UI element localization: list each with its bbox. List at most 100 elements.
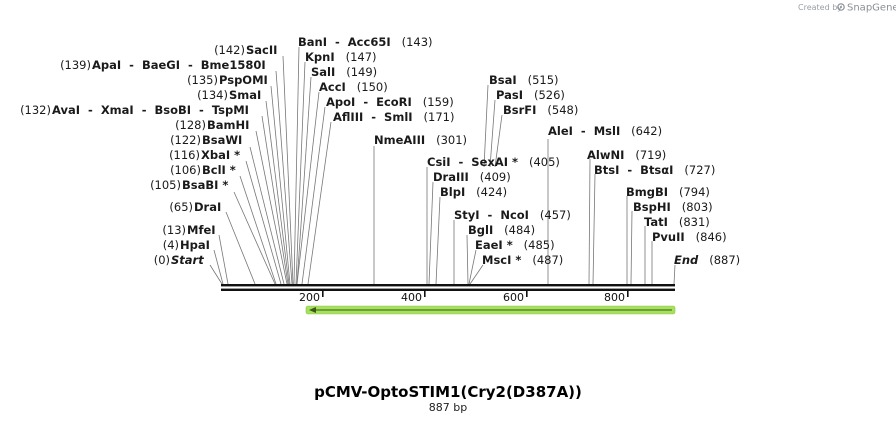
axis-tick-label: 600: [503, 291, 524, 304]
restriction-site-label[interactable]: AlwNI (719): [587, 148, 666, 162]
restriction-site-label[interactable]: AleI - MslI (642): [548, 124, 662, 138]
restriction-site-label[interactable]: DraIII (409): [433, 170, 511, 184]
restriction-site-label[interactable]: PvuII (846): [652, 230, 727, 244]
restriction-site-label[interactable]: BlpI (424): [440, 185, 507, 199]
restriction-site-label[interactable]: BsaI (515): [489, 73, 559, 87]
restriction-site-name[interactable]: XbaI *: [201, 148, 240, 162]
restriction-site-name[interactable]: BsaWI: [202, 133, 242, 147]
site-name: AflIII - SmlI: [333, 110, 413, 124]
restriction-site-label[interactable]: BsrFI (548): [503, 103, 578, 117]
restriction-site-label[interactable]: BanI - Acc65I (143): [298, 35, 433, 49]
site-name: SalI: [311, 65, 335, 79]
site-name: DraI: [194, 200, 221, 214]
site-position: (409): [469, 170, 511, 184]
restriction-site-label[interactable]: EaeI * (485): [475, 238, 555, 252]
feature-arrow[interactable]: [305, 305, 676, 315]
site-name: BtsI - BtsαI: [594, 163, 673, 177]
axis-tick-label: 800: [604, 291, 625, 304]
site-position: (301): [425, 133, 467, 147]
restriction-site-name[interactable]: BsaBI *: [182, 178, 228, 192]
restriction-site-label[interactable]: (65): [169, 200, 193, 214]
site-position: (515): [517, 73, 559, 87]
restriction-site-name[interactable]: HpaI: [180, 238, 210, 252]
restriction-site-label[interactable]: (139): [60, 58, 91, 72]
site-position: (485): [513, 238, 555, 252]
site-name: EaeI *: [475, 238, 513, 252]
site-name: NmeAIII: [374, 133, 425, 147]
site-position: (794): [668, 185, 710, 199]
restriction-site-label[interactable]: (116): [169, 148, 200, 162]
restriction-site-name[interactable]: DraI: [194, 200, 221, 214]
restriction-site-label[interactable]: CsiI - SexAI * (405): [427, 155, 560, 169]
restriction-site-label[interactable]: BglI (484): [468, 223, 535, 237]
site-position: (122): [170, 133, 201, 147]
site-position: (4): [163, 238, 179, 252]
restriction-site-label[interactable]: (122): [170, 133, 201, 147]
restriction-site-label[interactable]: BtsI - BtsαI (727): [594, 163, 715, 177]
restriction-site-label[interactable]: NmeAIII (301): [374, 133, 467, 147]
site-connectors: [209, 46, 676, 285]
restriction-site-label[interactable]: TatI (831): [644, 215, 710, 229]
site-name: BmgBI: [626, 185, 668, 199]
site-name: BanI - Acc65I: [298, 35, 391, 49]
restriction-site-label[interactable]: SalI (149): [311, 65, 377, 79]
site-name: BlpI: [440, 185, 465, 199]
sequence-backbone: [221, 284, 675, 291]
restriction-site-label[interactable]: (106): [170, 163, 201, 177]
restriction-site-label[interactable]: KpnI (147): [305, 50, 377, 64]
restriction-site-label[interactable]: (4): [163, 238, 179, 252]
restriction-site-label[interactable]: (134): [197, 88, 228, 102]
site-position: (159): [412, 95, 454, 109]
site-position: (487): [521, 253, 563, 267]
restriction-site-label[interactable]: AccI (150): [319, 80, 388, 94]
site-position: (0): [154, 253, 170, 267]
site-labels: (0) Start(4) HpaI(13) MfeI (65) DraI (105)…: [20, 35, 740, 267]
site-position: (171): [413, 110, 455, 124]
restriction-site-label[interactable]: PasI (526): [496, 88, 565, 102]
restriction-site-label[interactable]: End (887): [674, 253, 740, 267]
site-position: (846): [685, 230, 727, 244]
site-position: (128): [175, 118, 206, 132]
restriction-site-label[interactable]: MscI * (487): [482, 253, 563, 267]
restriction-site-name[interactable]: MfeI: [187, 223, 216, 237]
restriction-site-name[interactable]: SmaI: [229, 88, 261, 102]
restriction-site-name[interactable]: Start: [171, 253, 204, 267]
site-name: AleI - MslI: [548, 124, 620, 138]
restriction-site-name[interactable]: SacII: [246, 43, 277, 57]
site-name: Start: [171, 253, 204, 267]
plasmid-title: pCMV-OptoSTIM1(Cry2(D387A)): [314, 383, 582, 401]
site-position: (149): [335, 65, 377, 79]
restriction-site-name[interactable]: BamHI: [207, 118, 249, 132]
site-name: BclI *: [202, 163, 236, 177]
site-name: PvuII: [652, 230, 685, 244]
restriction-site-name[interactable]: ApaI - BaeGI - Bme1580I: [92, 58, 266, 72]
site-position: (143): [391, 35, 433, 49]
restriction-site-name[interactable]: PspOMI: [219, 73, 268, 87]
restriction-site-name[interactable]: AvaI - XmaI - BsoBI - TspMI: [52, 103, 249, 117]
restriction-site-label[interactable]: StyI - NcoI (457): [454, 208, 571, 222]
site-position: (150): [346, 80, 388, 94]
restriction-site-label[interactable]: (13): [162, 223, 186, 237]
arrow-head-icon: [309, 307, 316, 313]
restriction-site-label[interactable]: (128): [175, 118, 206, 132]
restriction-site-label[interactable]: (135): [187, 73, 218, 87]
site-position: (642): [620, 124, 662, 138]
restriction-site-label[interactable]: BspHI (803): [633, 200, 713, 214]
site-name: PspOMI: [219, 73, 268, 87]
restriction-site-label[interactable]: BmgBI (794): [626, 185, 710, 199]
restriction-site-label[interactable]: (105): [150, 178, 181, 192]
restriction-site-label[interactable]: (132): [20, 103, 51, 117]
site-position: (135): [187, 73, 218, 87]
site-name: MscI *: [482, 253, 521, 267]
restriction-site-label[interactable]: (0): [154, 253, 170, 267]
restriction-site-label[interactable]: ApoI - EcoRI (159): [326, 95, 454, 109]
site-name: SmaI: [229, 88, 261, 102]
site-name: BsaBI *: [182, 178, 228, 192]
site-name: TatI: [644, 215, 668, 229]
restriction-site-name[interactable]: BclI *: [202, 163, 236, 177]
restriction-site-label[interactable]: AflIII - SmlI (171): [333, 110, 454, 124]
site-name: SacII: [246, 43, 277, 57]
site-name: MfeI: [187, 223, 216, 237]
plasmid-length: 887 bp: [429, 401, 467, 414]
restriction-site-label[interactable]: (142): [214, 43, 245, 57]
